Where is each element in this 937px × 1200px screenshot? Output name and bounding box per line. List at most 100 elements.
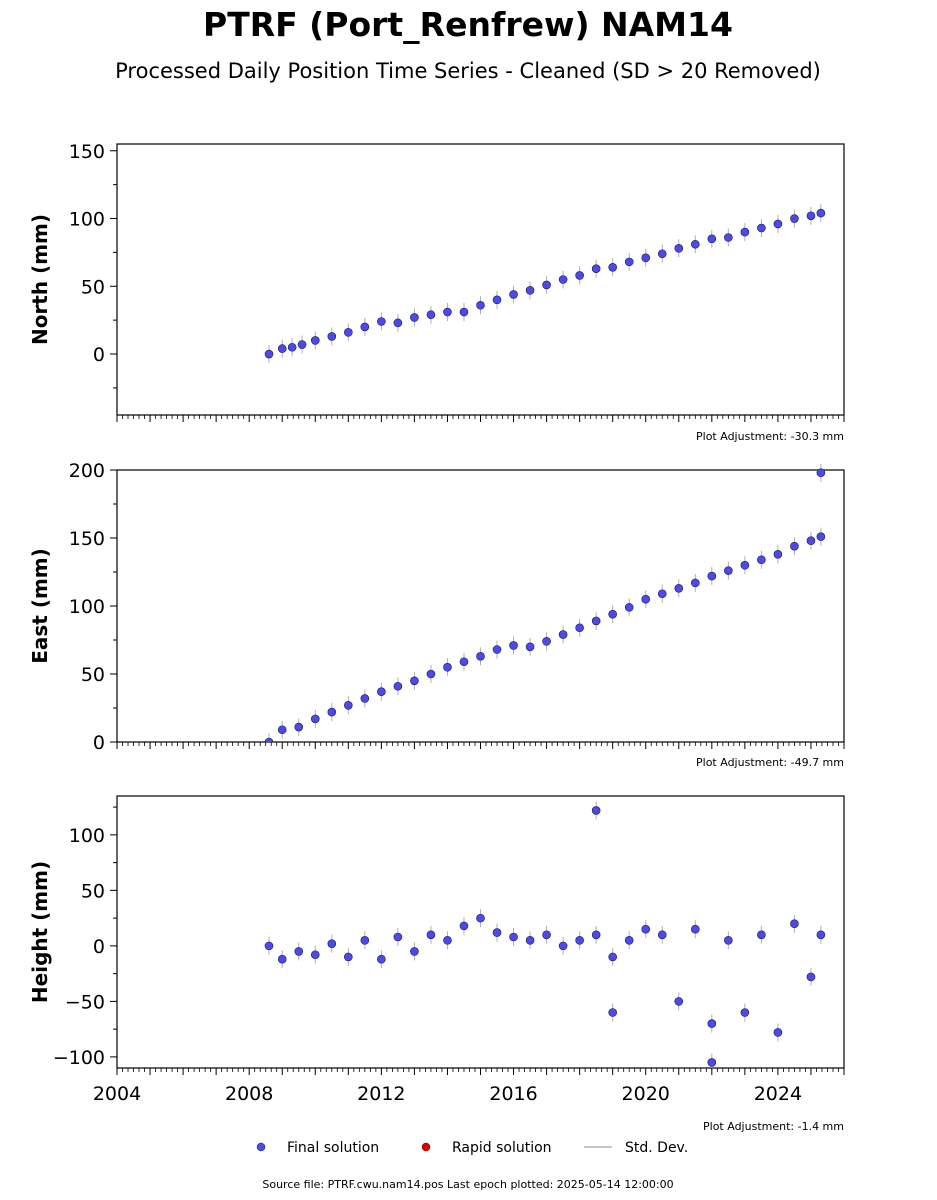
height-data-point	[393, 932, 403, 942]
height-data-point	[657, 930, 667, 940]
height-data-point	[525, 936, 535, 945]
height-ylabel: Height (mm)	[28, 861, 52, 1003]
east-data-point	[575, 623, 584, 633]
east-ylabel: East (mm)	[28, 548, 52, 664]
east-data-point	[344, 700, 353, 710]
east-data-point	[327, 707, 337, 717]
height-data-point	[344, 952, 353, 962]
height-data-point	[740, 1008, 750, 1017]
north-data-point	[558, 275, 568, 284]
height-data-point	[707, 1058, 717, 1067]
height-ytick-label: 0	[93, 936, 105, 958]
height-ytick-label: 100	[69, 825, 105, 847]
east-ytick-label: 0	[93, 732, 105, 754]
east-data	[264, 464, 826, 742]
east-data-point	[377, 687, 386, 696]
east-ytick-label: 100	[69, 596, 105, 618]
east-panel: 0 50 100 150 200 East (mm) Plot Adjustment: -4…	[28, 460, 845, 769]
height-data-point	[542, 930, 551, 940]
height-data-point	[277, 954, 287, 964]
north-frame	[116, 143, 845, 416]
height-data-point	[806, 972, 816, 982]
height-data-point	[608, 1008, 617, 1017]
north-data-point	[690, 239, 700, 249]
height-data-point	[624, 936, 634, 945]
height-data-point	[641, 924, 651, 934]
north-data-point	[624, 257, 634, 267]
north-data-point	[492, 295, 502, 305]
east-data-point	[558, 630, 568, 639]
north-data	[264, 204, 826, 364]
east-data-point	[657, 589, 667, 599]
height-data-point	[264, 941, 274, 951]
east-data-point	[410, 676, 419, 686]
north-data-point	[277, 344, 287, 353]
east-data-point	[525, 642, 535, 652]
height-data-point	[790, 919, 799, 928]
height-xtick-label: 2012	[357, 1083, 405, 1105]
north-data-point	[591, 264, 601, 273]
north-data-point	[790, 214, 799, 223]
east-data-point	[459, 657, 469, 667]
north-data-point	[287, 342, 297, 352]
legend-rapid-label: Rapid solution	[452, 1140, 552, 1156]
north-ylabel: North (mm)	[28, 214, 52, 345]
height-data-point	[707, 1019, 717, 1028]
north-data-point	[575, 271, 584, 280]
east-data-point	[740, 560, 750, 570]
north-data-point	[443, 307, 452, 317]
north-ytick-label: 150	[69, 141, 105, 163]
east-data-point	[757, 555, 766, 565]
height-data-point	[492, 928, 502, 937]
east-data-point	[690, 578, 700, 588]
east-data-point	[806, 536, 816, 546]
east-data-point	[509, 641, 518, 650]
north-data-point	[310, 336, 320, 345]
north-data-point	[360, 322, 370, 332]
height-data-point	[591, 806, 601, 815]
east-data-point	[294, 722, 304, 732]
legend-final-label: Final solution	[287, 1140, 379, 1156]
height-data-point	[443, 936, 452, 945]
north-data-point	[542, 280, 551, 290]
height-data-point	[674, 997, 684, 1006]
north-ytick-label: 100	[69, 209, 105, 231]
east-data-point	[426, 669, 436, 679]
height-data-point	[410, 947, 419, 956]
height-data-point	[377, 954, 386, 964]
legend-final-marker	[256, 1142, 266, 1152]
height-data-point	[591, 930, 601, 940]
east-data-point	[790, 541, 799, 551]
east-ytick-label: 50	[81, 664, 105, 686]
north-data-point	[816, 208, 826, 218]
north-data-point	[327, 332, 337, 341]
east-data-point	[816, 468, 826, 478]
north-ytick-label: 50	[81, 276, 105, 298]
north-data-point	[757, 223, 766, 233]
height-data-point	[310, 950, 320, 960]
legend-rapid-marker	[421, 1142, 431, 1152]
east-ytick-label: 150	[69, 528, 105, 550]
east-data-point	[492, 645, 502, 654]
east-data-point	[773, 550, 783, 559]
height-plot-adjustment: Plot Adjustment: -1.4 mm	[703, 1120, 844, 1133]
height-data-point	[459, 921, 469, 931]
height-xtick-label: 2016	[489, 1083, 537, 1105]
east-data-point	[816, 532, 826, 541]
north-data-point	[426, 310, 436, 320]
north-data-point	[393, 318, 403, 328]
north-data-point	[674, 244, 684, 253]
height-ytick-label: −100	[53, 1047, 105, 1069]
height-data-point	[608, 952, 617, 962]
height-panel: −100 −50 0 50 100 2004 2008 2012 2016 2020 2024 Hei…	[28, 795, 845, 1133]
height-data-point	[575, 936, 584, 945]
north-data-point	[377, 317, 386, 326]
east-data-point	[674, 584, 684, 593]
north-data-point	[476, 300, 485, 310]
height-data-point	[294, 947, 304, 956]
height-xtick-label: 2020	[622, 1083, 670, 1105]
legend-std-label: Std. Dev.	[625, 1140, 688, 1156]
east-plot-adjustment: Plot Adjustment: -49.7 mm	[696, 756, 844, 769]
north-data-point	[707, 234, 717, 244]
